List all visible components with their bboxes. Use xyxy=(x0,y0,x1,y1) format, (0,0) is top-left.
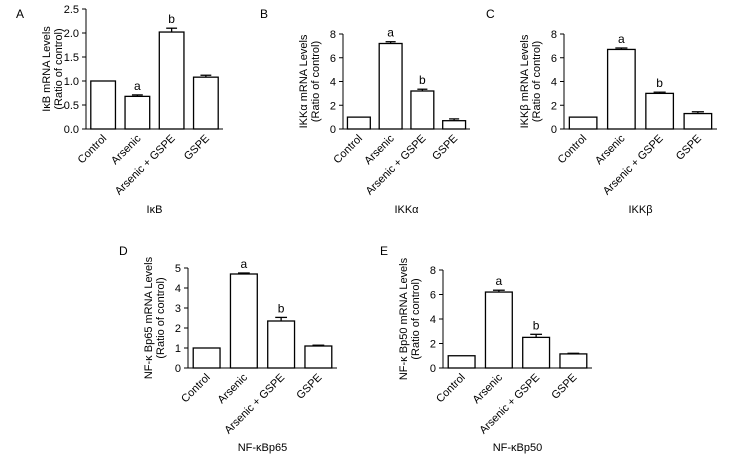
significance-label: b xyxy=(533,318,540,332)
bar xyxy=(645,92,675,130)
y-tick-label: 2.0 xyxy=(64,28,79,40)
y-tick-label: 4 xyxy=(175,283,181,295)
chart-panel-a: A 0.0 0.5 1.0 1.5 2.0 2.5 IκB mRNA Levels (Ratio… xyxy=(16,4,223,216)
significance-label: b xyxy=(419,73,426,87)
y-axis-label: (Ratio of control) xyxy=(310,41,322,122)
bar xyxy=(346,116,371,130)
panel-letter: E xyxy=(380,244,388,258)
significance-label: a xyxy=(387,26,394,40)
panel-letter: B xyxy=(260,7,268,21)
chart-panel-d: D 0 1 2 3 4 5 NF-κ Bp65 mRNA Levels (Ratio of co… xyxy=(119,244,337,454)
category-label: Arsenic xyxy=(471,371,506,406)
y-tick-label: 0.0 xyxy=(64,124,79,136)
bar xyxy=(267,320,296,369)
y-tick-label: 6 xyxy=(430,290,436,302)
y-tick-label: 4 xyxy=(430,314,436,326)
bar xyxy=(484,291,513,369)
y-tick-label: 0 xyxy=(430,363,436,375)
bar xyxy=(559,353,588,369)
y-tick-label: 2 xyxy=(551,100,557,112)
chart-panel-b: B 0 2 4 6 8 IKKα mRNA Levels (Ratio of control)… xyxy=(260,7,470,216)
category-label: Arsenic + GSPE xyxy=(364,133,429,198)
category-label: GSPE xyxy=(430,133,460,163)
category-label: Arsenic xyxy=(216,371,251,406)
bar xyxy=(124,95,151,130)
y-axis-label: (Ratio of control) xyxy=(53,28,65,109)
bar xyxy=(606,48,636,130)
significance-label: a xyxy=(496,274,503,288)
category-label: GSPE xyxy=(549,372,579,402)
category-label: Control xyxy=(179,372,213,406)
y-tick-label: 8 xyxy=(430,265,436,277)
category-label: Arsenic + GSPE xyxy=(113,133,178,198)
significance-label: a xyxy=(618,32,625,46)
bar xyxy=(304,345,333,369)
bar xyxy=(90,80,117,130)
category-label: Control xyxy=(434,372,468,406)
y-tick-label: 0.5 xyxy=(64,100,79,112)
category-label: Arsenic xyxy=(593,132,628,167)
y-tick-label: 2.5 xyxy=(64,4,79,16)
bar xyxy=(683,112,713,130)
chart-panel-e: E 0 2 4 6 8 NF-κ Bp50 mRNA Levels (Ratio of con… xyxy=(380,244,592,454)
panel-title: NF-κBp65 xyxy=(238,442,288,454)
category-label: Control xyxy=(76,133,110,167)
panel-letter: C xyxy=(486,7,495,21)
y-axis-label: (Ratio of control) xyxy=(155,277,167,358)
category-label: GSPE xyxy=(674,133,704,163)
significance-label: b xyxy=(278,301,285,315)
y-axis-label: NF-κ Bp65 mRNA Levels xyxy=(143,256,155,379)
y-tick-label: 8 xyxy=(330,29,336,41)
bar xyxy=(568,116,598,130)
y-tick-label: 0 xyxy=(175,363,181,375)
bar xyxy=(192,347,221,369)
y-axis-label: IκB mRNA Levels xyxy=(41,26,53,112)
y-axis-label: NF-κ Bp50 mRNA Levels xyxy=(398,257,410,380)
y-axis-label: IKKα mRNA Levels xyxy=(298,34,310,128)
significance-label: b xyxy=(168,12,175,26)
bar xyxy=(447,355,476,369)
bar xyxy=(229,273,258,369)
chart-panel-c: C 0 2 4 6 8 IKKβ mRNA Levels (Ratio of control)… xyxy=(486,7,717,216)
y-tick-label: 3 xyxy=(175,303,181,315)
y-tick-label: 1.0 xyxy=(64,76,79,88)
y-tick-label: 2 xyxy=(175,323,181,335)
y-tick-label: 6 xyxy=(330,53,336,65)
y-tick-label: 5 xyxy=(175,263,181,275)
category-label: Control xyxy=(556,133,590,167)
y-tick-label: 6 xyxy=(551,53,557,65)
significance-label: a xyxy=(134,79,141,93)
panel-letter: A xyxy=(16,7,24,21)
panel-title: IKKα xyxy=(394,204,419,216)
bar xyxy=(192,76,219,130)
panel-title: NF-κBp50 xyxy=(493,442,543,454)
y-tick-label: 1 xyxy=(175,343,181,355)
category-label: GSPE xyxy=(182,133,212,163)
y-tick-label: 1.5 xyxy=(64,52,79,64)
significance-label: b xyxy=(656,76,663,90)
y-axis-label: (Ratio of control) xyxy=(531,41,543,122)
bar xyxy=(410,90,435,130)
y-tick-label: 4 xyxy=(551,77,557,89)
panel-title: IKKβ xyxy=(628,204,652,216)
bar xyxy=(378,42,403,130)
significance-label: a xyxy=(241,257,248,271)
panel-title: IκB xyxy=(147,204,163,216)
bar xyxy=(442,120,467,130)
panel-letter: D xyxy=(119,244,128,258)
category-label: Arsenic xyxy=(109,132,144,167)
bar xyxy=(158,31,185,130)
y-tick-label: 0 xyxy=(330,124,336,136)
bar xyxy=(522,336,551,369)
y-tick-label: 2 xyxy=(430,339,436,351)
category-label: GSPE xyxy=(294,372,324,402)
y-tick-label: 8 xyxy=(551,29,557,41)
y-tick-label: 0 xyxy=(551,124,557,136)
y-tick-label: 4 xyxy=(330,77,336,89)
category-label: Control xyxy=(331,133,365,167)
y-axis-label: (Ratio of control) xyxy=(410,278,422,359)
y-axis-label: IKKβ mRNA Levels xyxy=(519,34,531,128)
y-tick-label: 2 xyxy=(330,100,336,112)
